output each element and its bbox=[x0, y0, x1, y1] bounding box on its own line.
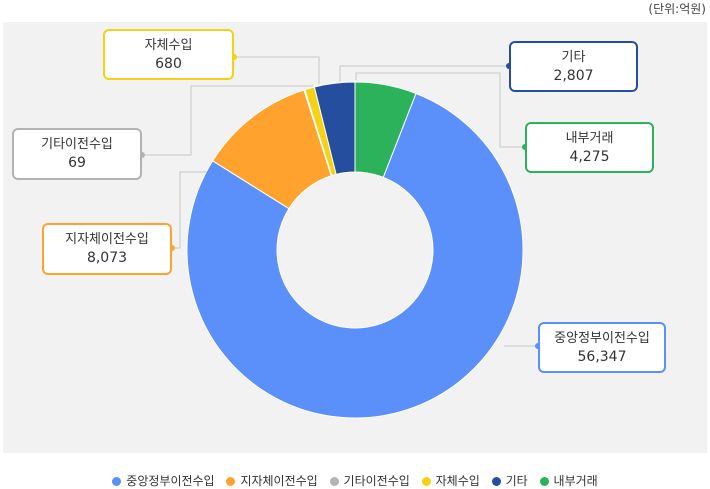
callout-other-transfer: 기타이전수입 69 bbox=[12, 128, 142, 180]
leader-self-revenue bbox=[234, 56, 320, 84]
callout-label: 기타 bbox=[561, 50, 586, 65]
legend: 중앙정부이전수입 지자체이전수입 기타이전수입 자체수입 기타 내부거래 bbox=[0, 472, 710, 489]
leader-other-transfer bbox=[142, 85, 313, 156]
leader-internal bbox=[355, 72, 525, 148]
callout-label: 기타이전수입 bbox=[41, 137, 113, 152]
callout-value: 56,347 bbox=[577, 349, 627, 365]
callout-internal: 내부거래 4,275 bbox=[525, 122, 654, 173]
legend-label: 기타 bbox=[505, 474, 528, 488]
legend-swatch bbox=[226, 477, 236, 486]
callout-value: 69 bbox=[68, 155, 86, 171]
legend-item-self-revenue: 자체수입 bbox=[421, 472, 480, 489]
leader-local-transfer bbox=[172, 171, 207, 249]
legend-swatch bbox=[112, 477, 122, 486]
unit-label: (단위:억원) bbox=[648, 2, 706, 16]
legend-label: 지자체이전수입 bbox=[240, 474, 318, 488]
callout-other: 기타 2,807 bbox=[509, 41, 638, 92]
legend-item-internal: 내부거래 bbox=[539, 472, 598, 489]
legend-swatch bbox=[491, 477, 501, 486]
legend-swatch bbox=[421, 477, 431, 486]
callout-label: 자체수입 bbox=[144, 38, 193, 53]
legend-item-other: 기타 bbox=[491, 472, 528, 489]
callout-value: 8,073 bbox=[86, 250, 128, 266]
callout-label: 지자체이전수입 bbox=[65, 232, 149, 247]
legend-item-central-transfer: 중앙정부이전수입 bbox=[112, 472, 215, 489]
legend-label: 기타이전수입 bbox=[343, 474, 410, 488]
callout-central-transfer: 중앙정부이전수입 56,347 bbox=[538, 322, 666, 373]
callout-value: 680 bbox=[155, 56, 182, 72]
callout-self-revenue: 자체수입 680 bbox=[103, 29, 234, 80]
legend-swatch bbox=[329, 477, 339, 486]
callout-local-transfer: 지자체이전수입 8,073 bbox=[42, 223, 172, 275]
legend-item-local-transfer: 지자체이전수입 bbox=[226, 472, 318, 489]
legend-label: 자체수입 bbox=[435, 474, 480, 488]
callout-label: 내부거래 bbox=[565, 131, 614, 146]
leader-other bbox=[339, 65, 509, 82]
legend-label: 중앙정부이전수입 bbox=[126, 474, 215, 488]
legend-item-other-transfer: 기타이전수입 bbox=[329, 472, 410, 489]
callout-value: 2,807 bbox=[553, 68, 594, 84]
callout-value: 4,275 bbox=[569, 149, 610, 165]
slice-other bbox=[313, 81, 356, 175]
legend-swatch bbox=[539, 477, 549, 486]
callout-label: 중앙정부이전수입 bbox=[554, 331, 650, 346]
legend-label: 내부거래 bbox=[553, 474, 598, 488]
slice-central-transfer bbox=[186, 92, 524, 419]
